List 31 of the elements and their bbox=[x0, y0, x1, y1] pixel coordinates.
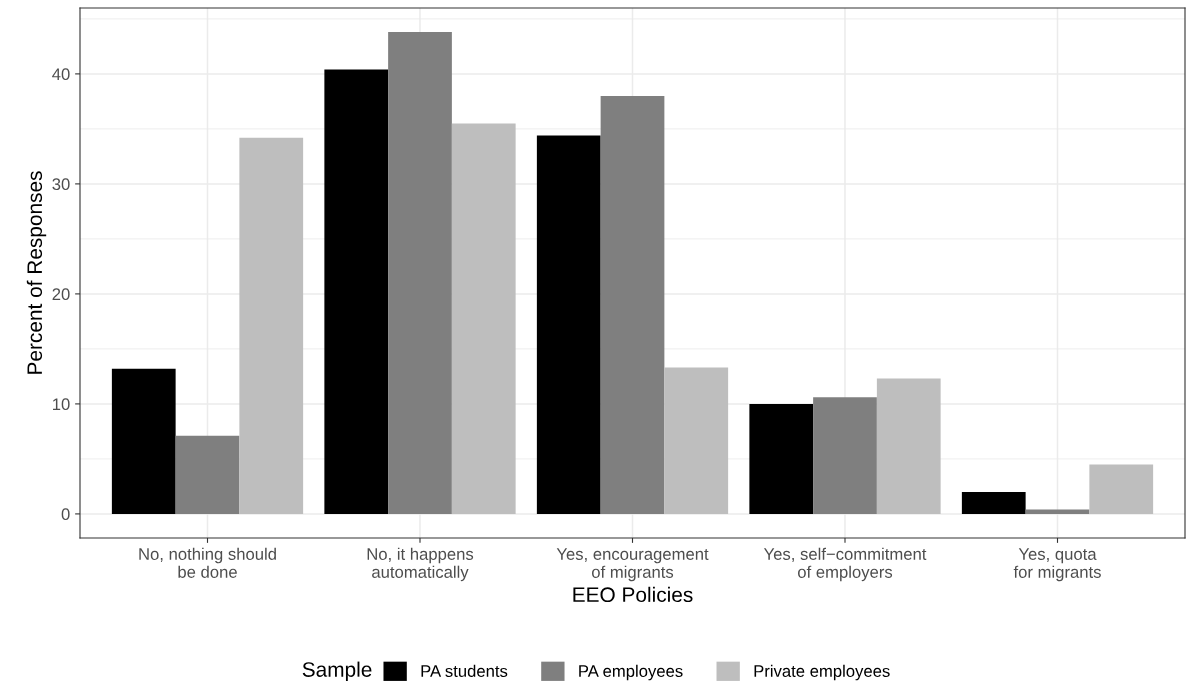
bar bbox=[324, 69, 389, 514]
x-tick-label: No, nothing should be done bbox=[139, 547, 276, 578]
x-tick-label: Yes, encouragement of migrants bbox=[556, 548, 709, 582]
bar bbox=[111, 368, 176, 514]
bar bbox=[813, 397, 877, 514]
y-axis-title: Percent of Responses bbox=[26, 171, 47, 374]
x-tick-label: No, it happens automatically bbox=[367, 547, 474, 582]
legend-label: PA employees bbox=[579, 664, 683, 681]
x-axis-title: EEO Policies bbox=[573, 586, 693, 603]
legend-label: Private employees bbox=[754, 664, 890, 681]
legend-label: PA students bbox=[421, 664, 508, 677]
bar bbox=[175, 435, 240, 514]
y-tick-label: 20 bbox=[52, 288, 70, 301]
y-tick-label: 0 bbox=[61, 508, 70, 521]
bar bbox=[388, 32, 452, 514]
y-tick-label: 40 bbox=[52, 68, 70, 81]
bar bbox=[1089, 464, 1154, 514]
bar bbox=[1025, 509, 1090, 514]
y-tick-label: 30 bbox=[52, 178, 70, 191]
bar bbox=[600, 95, 665, 514]
bar bbox=[876, 378, 941, 514]
bar bbox=[664, 367, 729, 514]
bar bbox=[749, 403, 814, 514]
bar bbox=[961, 491, 1026, 514]
y-tick-label: 10 bbox=[53, 398, 70, 411]
x-tick-label: Yes, quota for migrants bbox=[1013, 548, 1101, 582]
bar bbox=[451, 123, 516, 514]
legend-title: Sample bbox=[302, 661, 372, 681]
x-tick-label: Yes, self−commitment of employers bbox=[763, 547, 927, 582]
bar bbox=[536, 135, 601, 514]
bar bbox=[239, 137, 304, 514]
